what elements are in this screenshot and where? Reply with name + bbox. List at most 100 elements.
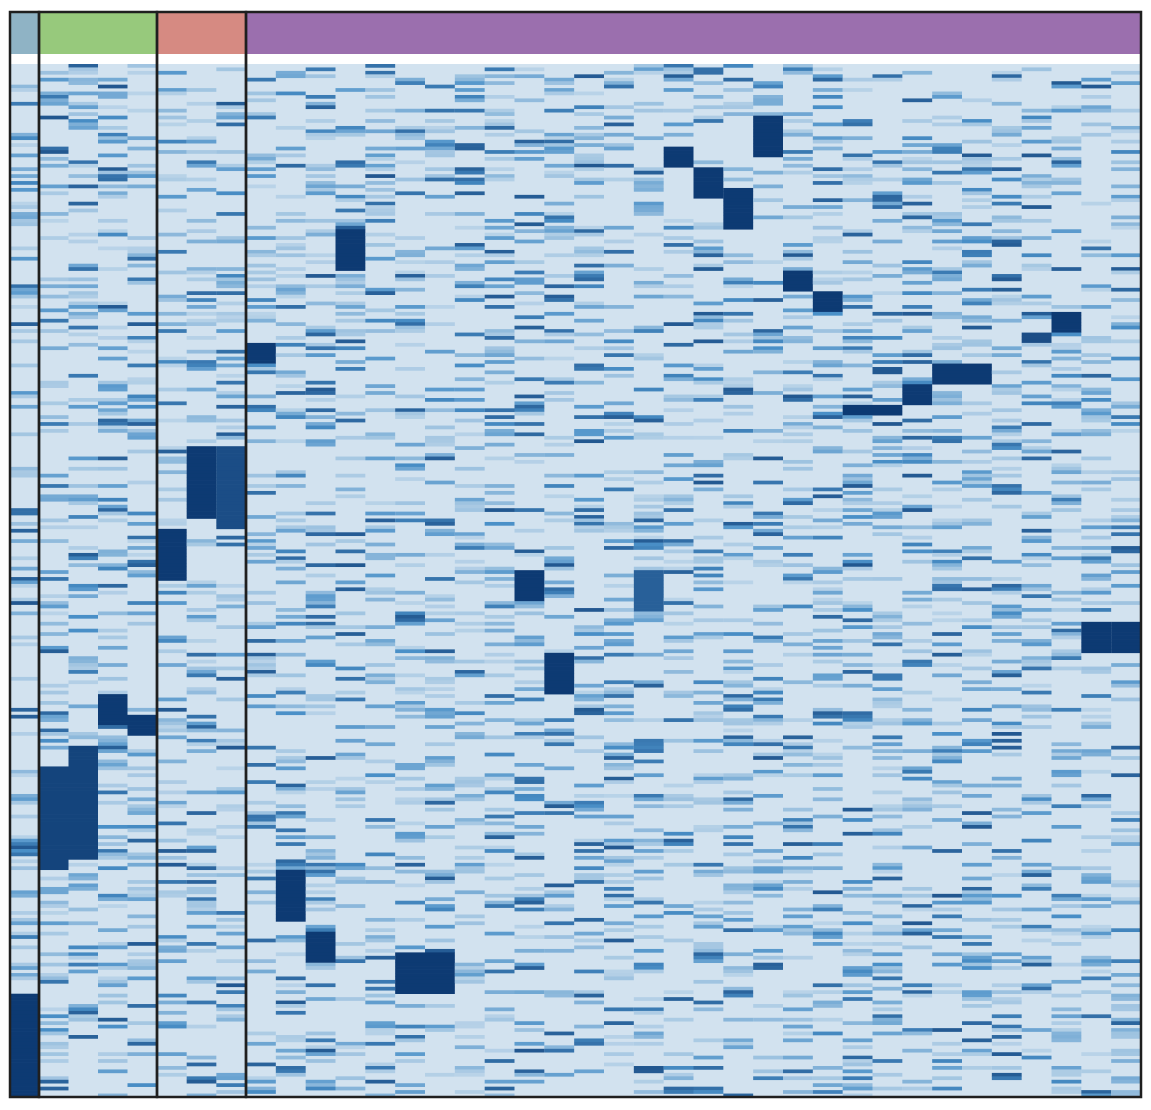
heatmap-cell	[604, 353, 634, 357]
heatmap-cell	[425, 597, 455, 602]
heatmap-cell	[365, 256, 396, 261]
heatmap-cell	[962, 821, 992, 826]
heatmap-cell	[932, 745, 962, 750]
heatmap-cell	[246, 311, 276, 316]
heatmap-cell	[1111, 818, 1141, 822]
heatmap-cell	[962, 401, 992, 406]
heatmap-cell	[544, 676, 575, 681]
heatmap-cell	[395, 855, 425, 860]
heatmap-cell	[1111, 1004, 1141, 1008]
heatmap-cell	[633, 167, 664, 172]
heatmap-cell	[902, 621, 933, 626]
heatmap-cell	[275, 146, 306, 151]
heatmap-cell	[157, 649, 187, 654]
heatmap-cell	[68, 232, 98, 237]
heatmap-cell	[216, 807, 246, 812]
heatmap-cell	[693, 979, 724, 984]
heatmap-cell	[544, 804, 575, 809]
heatmap-cell	[783, 1076, 813, 1081]
heatmap-cell	[604, 632, 634, 636]
heatmap-cell	[633, 583, 664, 588]
heatmap-cell	[454, 979, 485, 984]
heatmap-cell	[544, 339, 575, 344]
heatmap-cell	[693, 1007, 724, 1012]
heatmap-cell	[39, 890, 69, 895]
heatmap-cell	[872, 928, 903, 933]
heatmap-cell	[484, 81, 515, 85]
heatmap-cell	[68, 101, 98, 106]
heatmap-cell	[991, 229, 1022, 234]
heatmap-cell	[275, 194, 306, 199]
heatmap-cell	[68, 831, 98, 836]
heatmap-cell	[39, 876, 69, 881]
heatmap-cell	[693, 225, 724, 230]
heatmap-cell	[693, 1090, 724, 1094]
heatmap-cell	[10, 1007, 39, 1012]
heatmap-cell	[216, 67, 246, 72]
heatmap-cell	[753, 773, 783, 778]
heatmap-cell	[246, 862, 276, 867]
heatmap-cell	[991, 1076, 1022, 1081]
heatmap-cell	[693, 942, 724, 946]
heatmap-cell	[812, 270, 843, 275]
heatmap-cell	[783, 422, 813, 426]
heatmap-cell	[395, 77, 425, 82]
heatmap-cell	[1111, 900, 1141, 905]
heatmap-cell	[305, 260, 336, 265]
heatmap-cell	[932, 435, 962, 440]
heatmap-cell	[395, 177, 425, 182]
heatmap-cell	[1051, 824, 1082, 829]
heatmap-cell	[39, 900, 69, 905]
heatmap-cell	[902, 156, 933, 161]
heatmap-cell	[127, 966, 157, 970]
heatmap-cell	[186, 136, 217, 141]
heatmap-cell	[39, 683, 69, 688]
heatmap-cell	[246, 367, 276, 371]
heatmap-cell	[1051, 108, 1082, 113]
heatmap-cell	[693, 773, 724, 778]
heatmap-cell	[425, 990, 455, 994]
heatmap-cell	[365, 153, 396, 158]
heatmap-cell	[127, 377, 157, 382]
heatmap-cell	[783, 928, 813, 933]
heatmap-cell	[932, 239, 962, 244]
heatmap-cell	[1111, 828, 1141, 833]
heatmap-cell	[753, 608, 783, 612]
heatmap-cell	[633, 556, 664, 561]
heatmap-cell	[932, 229, 962, 234]
heatmap-cell	[932, 618, 962, 623]
heatmap-cell	[842, 156, 873, 161]
heatmap-cell	[663, 559, 694, 564]
heatmap-cell	[335, 997, 366, 1001]
heatmap-cell	[425, 756, 455, 760]
heatmap-cell	[454, 1045, 485, 1050]
heatmap-cell	[305, 966, 336, 970]
heatmap-cell	[991, 590, 1022, 595]
heatmap-cell	[753, 928, 783, 933]
heatmap-cell	[10, 294, 39, 299]
heatmap-cell	[68, 1004, 98, 1008]
heatmap-cell	[783, 955, 813, 960]
heatmap-cell	[1051, 146, 1082, 151]
heatmap-cell	[723, 986, 754, 991]
heatmap-cell	[186, 618, 217, 623]
heatmap-cell	[633, 876, 664, 881]
heatmap-cell	[663, 322, 694, 326]
heatmap-cell	[246, 174, 276, 178]
heatmap-cell	[127, 1052, 157, 1056]
heatmap-cell	[10, 814, 39, 819]
heatmap-cell	[1081, 694, 1112, 698]
heatmap-cell	[723, 1017, 754, 1022]
heatmap-cell	[186, 415, 217, 419]
heatmap-cell	[365, 1079, 396, 1084]
heatmap-cell	[604, 163, 634, 168]
heatmap-cell	[275, 1004, 306, 1008]
heatmap-cell	[574, 473, 604, 478]
heatmap-cell	[962, 1066, 992, 1070]
heatmap-cell	[39, 904, 69, 908]
heatmap-cell	[216, 484, 246, 488]
heatmap-cell	[10, 391, 39, 395]
heatmap-cell	[186, 866, 217, 871]
heatmap-cell	[544, 139, 575, 144]
heatmap-cell	[932, 935, 962, 939]
